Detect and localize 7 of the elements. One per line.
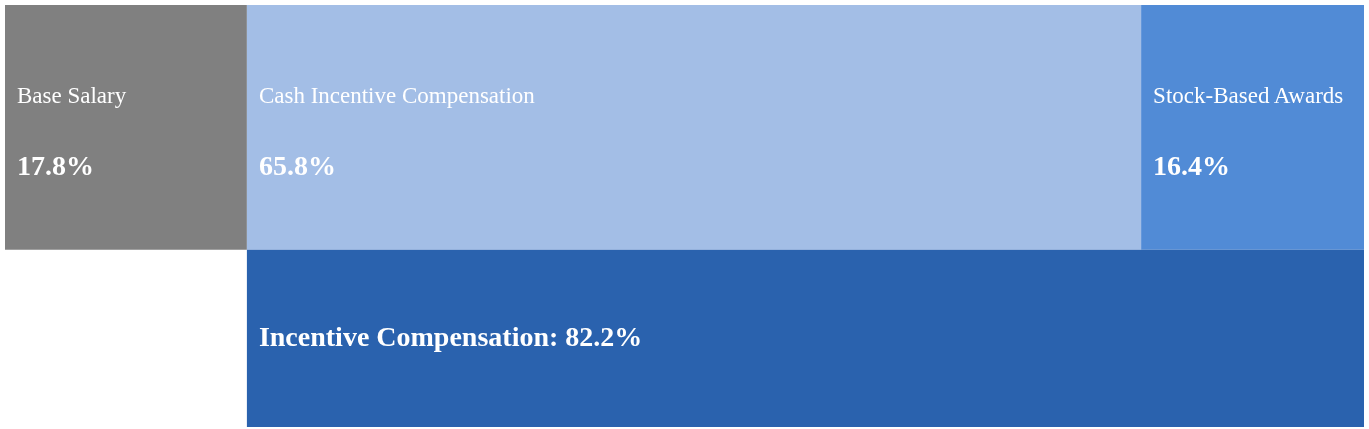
category-label: Base Salary — [17, 82, 127, 108]
data-label: 16.4% — [1153, 149, 1231, 181]
category-label: Stock-Based Awards — [1153, 82, 1344, 108]
data-label: 65.8% — [258, 149, 336, 181]
category-label: Cash Incentive Compensation — [258, 82, 536, 108]
data-label: 17.8% — [17, 149, 94, 181]
data-label: Incentive Compensation: 82.2% — [258, 321, 643, 353]
